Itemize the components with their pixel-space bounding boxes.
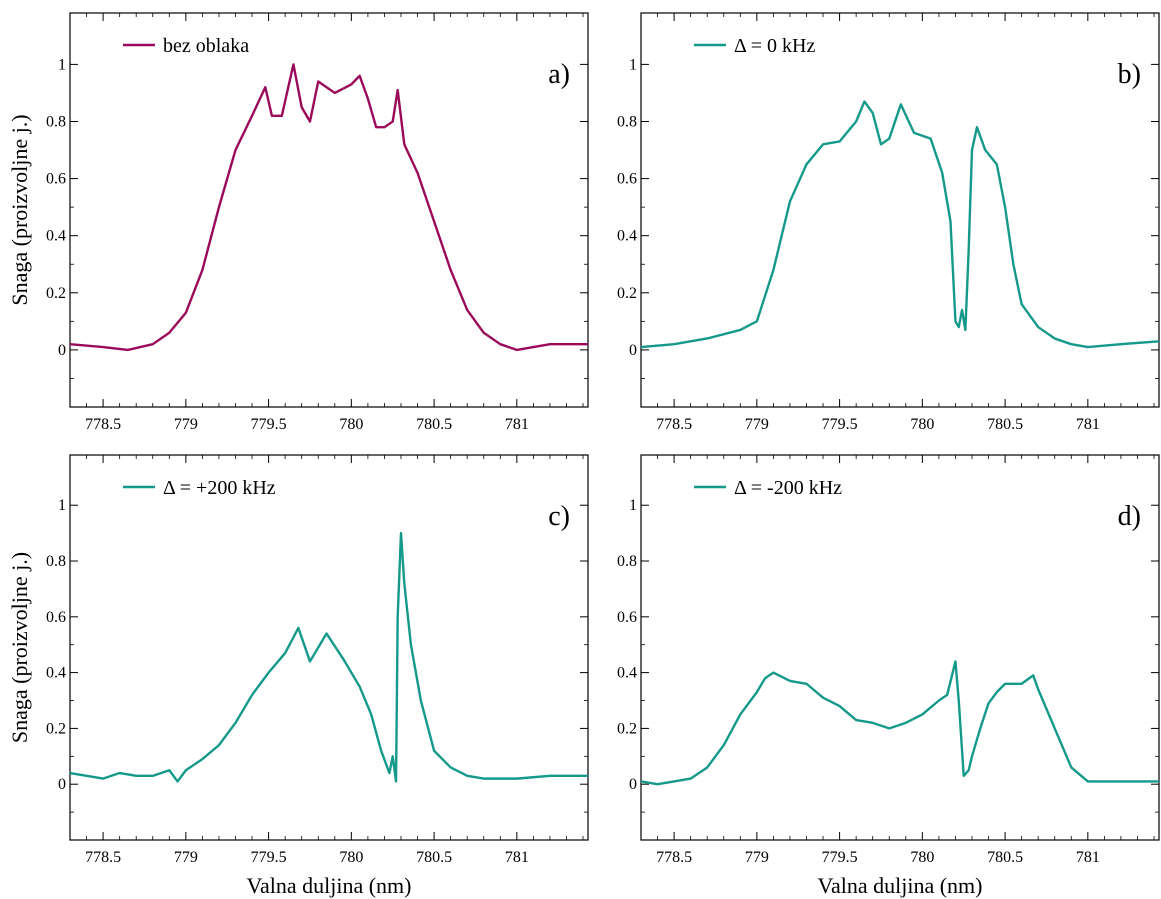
panel-c: 778.5 779 779.5 780 780.5 781 0 0.2 0.4 0.6 0.8 1 Δ …: [7, 454, 589, 898]
y-tick-label-c-5: 1: [58, 497, 66, 514]
x-tick-label-d-3: 780: [910, 849, 934, 866]
x-tick-label-b-2: 779.5: [822, 416, 858, 433]
y-tick-label-a-4: 0.8: [46, 113, 66, 130]
x-tick-label-a-5: 781: [505, 416, 529, 433]
x-tick-label-a-1: 779: [174, 416, 198, 433]
panel-label-c: c): [548, 501, 570, 532]
y-tick-label-b-3: 0.6: [617, 171, 637, 188]
y-tick-label-c-1: 0.2: [46, 720, 66, 737]
y-tick-label-a-5: 1: [58, 56, 66, 73]
legend-label-a: bez oblaka: [163, 35, 249, 57]
x-tick-label-d-4: 780.5: [987, 849, 1023, 866]
x-tick-label-a-3: 780: [339, 416, 363, 433]
legend-label-d: Δ = -200 kHz: [734, 477, 842, 499]
y-tick-label-c-3: 0.6: [46, 609, 66, 626]
y-tick-label-a-3: 0.6: [46, 171, 66, 188]
y-tick-label-d-2: 0.4: [617, 665, 637, 682]
y-tick-label-b-2: 0.4: [617, 228, 637, 245]
legend-label-c: Δ = +200 kHz: [163, 477, 276, 499]
y-tick-label-c-0: 0: [58, 776, 66, 793]
y-tick-label-a-2: 0.4: [46, 228, 66, 245]
panel-label-a: a): [548, 59, 570, 90]
y-axis-label-a: Snaga (proizvoljne j.): [7, 114, 32, 305]
y-tick-label-b-4: 0.8: [617, 113, 637, 130]
y-tick-label-a-0: 0: [58, 342, 66, 359]
x-tick-label-b-5: 781: [1076, 416, 1100, 433]
x-tick-label-c-5: 781: [505, 849, 529, 866]
x-tick-label-c-3: 780: [339, 849, 363, 866]
y-axis-label-c: Snaga (proizvoljne j.): [7, 552, 32, 743]
x-tick-label-c-1: 779: [174, 849, 198, 866]
y-tick-label-d-3: 0.6: [617, 609, 637, 626]
series-line-d: [640, 660, 1159, 786]
x-tick-label-a-2: 779.5: [251, 416, 287, 433]
y-tick-label-d-1: 0.2: [617, 720, 637, 737]
panel-a: 778.5 779 779.5 780 780.5 781 0 0.2 0.4 0.6 0.8 1 be…: [7, 12, 589, 433]
x-tick-label-b-1: 779: [745, 416, 769, 433]
panel-frame-b: [640, 12, 1160, 408]
x-tick-label-a-0: 778.5: [85, 416, 121, 433]
series-line-c: [69, 531, 588, 783]
x-tick-label-c-2: 779.5: [251, 849, 287, 866]
y-tick-label-b-5: 1: [629, 56, 637, 73]
panel-d: 778.5 779 779.5 780 780.5 781 0 0.2 0.4 0.6 0.8 1 Δ …: [617, 454, 1160, 898]
y-tick-label-c-4: 0.8: [46, 553, 66, 570]
y-tick-label-b-1: 0.2: [617, 285, 637, 302]
y-tick-label-d-4: 0.8: [617, 553, 637, 570]
x-tick-label-c-4: 780.5: [416, 849, 452, 866]
y-tick-label-c-2: 0.4: [46, 665, 66, 682]
y-tick-label-d-5: 1: [629, 497, 637, 514]
x-axis-label-c: Valna duljina (nm): [247, 873, 412, 898]
x-tick-label-d-0: 778.5: [656, 849, 692, 866]
x-tick-label-c-0: 778.5: [85, 849, 121, 866]
panel-label-d: d): [1118, 501, 1141, 532]
y-tick-label-b-0: 0: [629, 342, 637, 359]
panel-frame-d: [640, 454, 1160, 841]
x-tick-label-d-5: 781: [1076, 849, 1100, 866]
y-tick-label-d-0: 0: [629, 776, 637, 793]
panel-frame-c: [69, 454, 589, 841]
x-tick-label-d-2: 779.5: [822, 849, 858, 866]
series-line-a: [69, 63, 588, 352]
x-tick-label-a-4: 780.5: [416, 416, 452, 433]
legend-label-b: Δ = 0 kHz: [734, 35, 815, 57]
panel-b: 778.5 779 779.5 780 780.5 781 0 0.2 0.4 0.6 0.8 1 Δ …: [617, 12, 1160, 433]
y-tick-label-a-1: 0.2: [46, 285, 66, 302]
panel-frame-a: [69, 12, 589, 408]
x-tick-label-b-3: 780: [910, 416, 934, 433]
x-axis-label-d: Valna duljina (nm): [818, 873, 983, 898]
x-tick-label-b-4: 780.5: [987, 416, 1023, 433]
series-line-b: [640, 100, 1160, 349]
x-tick-label-b-0: 778.5: [656, 416, 692, 433]
x-tick-label-d-1: 779: [745, 849, 769, 866]
panel-label-b: b): [1118, 59, 1141, 90]
